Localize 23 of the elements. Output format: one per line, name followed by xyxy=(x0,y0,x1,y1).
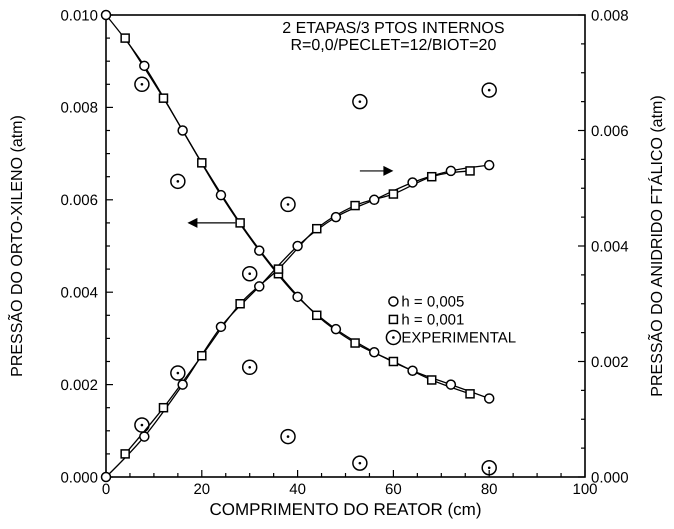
x-axis-title: COMPRIMENTO DO REATOR (cm) xyxy=(210,500,482,519)
y2-tick-label: 0.004 xyxy=(591,238,629,256)
text: R=0,0/PECLET=12/BIOT=20 xyxy=(290,37,496,54)
x-tick-label: 80 xyxy=(480,481,498,498)
y2-tick-label: 0.002 xyxy=(591,354,629,371)
x-tick-label: 20 xyxy=(193,481,210,498)
y2-tick-label: 0.006 xyxy=(591,122,629,140)
chart-title: 2 ETAPAS/3 PTOS INTERNOS xyxy=(282,20,505,37)
y2-axis-title: PRESSÃO DO ANIDRIDO FTÁLICO (atm) xyxy=(647,95,666,397)
y-axis-title: PRESSÃO DO ORTO-XILENO (atm) xyxy=(7,115,26,377)
legend-label: EXPERIMENTAL xyxy=(401,330,516,347)
y-tick-label: 0.010 xyxy=(60,7,98,24)
legend-label: h = 0,005 xyxy=(401,294,464,311)
x-tick-label: 40 xyxy=(289,481,306,498)
y-tick-label: 0.008 xyxy=(60,100,98,117)
y-tick-label: 0.002 xyxy=(60,376,98,394)
x-tick-label: 0 xyxy=(102,481,110,498)
x-tick-label: 60 xyxy=(385,481,402,498)
legend-label: h = 0,001 xyxy=(401,312,464,329)
y-tick-label: 0.004 xyxy=(60,284,98,302)
y-tick-label: 0.000 xyxy=(60,469,98,486)
y2-tick-label: 0.008 xyxy=(591,7,629,24)
y-tick-label: 0.006 xyxy=(60,192,98,210)
